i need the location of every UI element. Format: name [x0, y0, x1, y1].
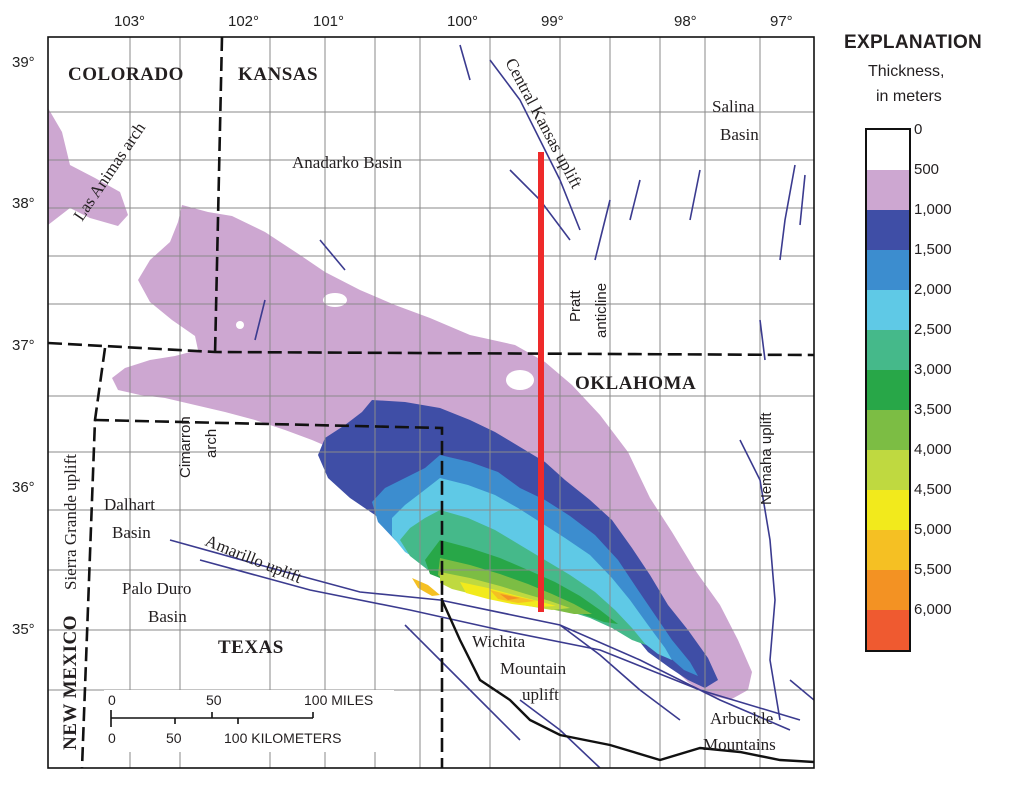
- scale-km-0: 0: [108, 730, 116, 746]
- legend-swatch: [867, 370, 909, 410]
- legend-value-label: 4,500: [914, 481, 952, 498]
- zone-5000: [412, 578, 440, 596]
- legend-value-label: 500: [914, 161, 940, 178]
- state-label-texas: TEXAS: [218, 637, 284, 658]
- zone-0-hole: [236, 321, 244, 329]
- county-lines: [48, 37, 814, 768]
- legend-color-bar: [865, 128, 911, 652]
- legend-value-label: 0: [914, 121, 923, 138]
- scale-km-50: 50: [166, 730, 182, 746]
- zone-500: [48, 108, 128, 226]
- label-dalhart-1: Dalhart: [104, 495, 155, 514]
- legend-value-label: 2,500: [914, 321, 952, 338]
- legend-swatch: [867, 610, 909, 650]
- fault-lines: [169, 44, 814, 768]
- lon-label-103: 103°: [114, 13, 145, 30]
- label-salina-2: Basin: [720, 125, 759, 144]
- legend-swatch: [867, 490, 909, 530]
- legend-value-label: 1,000: [914, 201, 952, 218]
- lat-label-39: 39°: [12, 54, 35, 71]
- legend-value-label: 1,500: [914, 241, 952, 258]
- zone-4000: [440, 572, 570, 610]
- red-river: [440, 599, 814, 764]
- lon-label-99: 99°: [541, 13, 564, 30]
- zone-5500: [500, 594, 520, 600]
- zone-5000: [490, 590, 536, 603]
- scale-km-100: 100 KILOMETERS: [224, 730, 342, 746]
- legend-swatch: [867, 170, 909, 210]
- zone-0-hole: [286, 480, 314, 500]
- legend-subtitle-1: Thickness,: [868, 63, 945, 80]
- label-salina-1: Salina: [712, 97, 755, 116]
- label-wichita-1: Wichita: [472, 632, 526, 651]
- map-frame: [47, 36, 815, 769]
- lon-label-100: 100°: [447, 13, 478, 30]
- label-wichita-3: uplift: [522, 685, 559, 704]
- legend-value-label: 5,500: [914, 561, 952, 578]
- lat-label-35: 35°: [12, 621, 35, 638]
- legend-value-label: 4,000: [914, 441, 952, 458]
- zone-0-hole: [323, 293, 347, 307]
- legend-swatch: [867, 410, 909, 450]
- lat-label-37: 37°: [12, 337, 35, 354]
- state-label-new-mexico: NEW MEXICO: [60, 615, 81, 750]
- legend-swatch: [867, 290, 909, 330]
- legend-swatch: [867, 450, 909, 490]
- lon-label-101: 101°: [313, 13, 344, 30]
- label-cimarron-2: arch: [203, 429, 220, 458]
- legend-swatch: [867, 210, 909, 250]
- zone-0-hole: [506, 370, 534, 390]
- legend-title: EXPLANATION: [844, 32, 983, 53]
- label-anadarko-basin: Anadarko Basin: [292, 153, 403, 172]
- state-boundaries: [48, 37, 814, 768]
- label-pratt-1: Pratt: [567, 289, 584, 322]
- scale-bar: 0 50 100 MILES 0 50 100 KILOMETERS: [104, 690, 394, 752]
- legend-subtitle-2: in meters: [876, 88, 942, 105]
- map: 103° 102° 101° 100° 99° 98° 97° 39° 38° …: [12, 13, 815, 769]
- state-label-kansas: KANSAS: [238, 64, 318, 85]
- label-wichita-2: Mountain: [500, 659, 567, 678]
- lon-label-98: 98°: [674, 13, 697, 30]
- label-arbuckle-2: Mountains: [703, 735, 776, 754]
- state-label-oklahoma: OKLAHOMA: [575, 373, 696, 394]
- label-pratt-2: anticline: [593, 283, 610, 338]
- zone-3500: [438, 558, 592, 614]
- lon-label-97: 97°: [770, 13, 793, 30]
- label-palo-duro-1: Palo Duro: [122, 579, 191, 598]
- label-palo-duro-2: Basin: [148, 607, 187, 626]
- label-nemaha-uplift: Nemaha uplift: [758, 412, 775, 505]
- scale-miles-0: 0: [108, 692, 116, 708]
- label-arbuckle-1: Arbuckle: [710, 709, 773, 728]
- legend-value-label: 3,500: [914, 401, 952, 418]
- lat-label-36: 36°: [12, 479, 35, 496]
- lat-label-38: 38°: [12, 195, 35, 212]
- lon-label-102: 102°: [228, 13, 259, 30]
- legend-value-label: 6,000: [914, 601, 952, 618]
- legend-value-label: 3,000: [914, 361, 952, 378]
- legend-swatch: [867, 530, 909, 570]
- legend-swatch: [867, 250, 909, 290]
- legend-swatch: [867, 130, 909, 170]
- state-label-colorado: COLORADO: [68, 64, 184, 85]
- label-cimarron-1: Cimarron: [177, 416, 194, 478]
- legend-value-label: 2,000: [914, 281, 952, 298]
- scale-miles-50: 50: [206, 692, 222, 708]
- scale-miles-100: 100 MILES: [304, 692, 373, 708]
- label-sierra-grande-uplift: Sierra Grande uplift: [61, 454, 80, 590]
- label-dalhart-2: Basin: [112, 523, 151, 542]
- legend-swatch: [867, 570, 909, 610]
- legend-swatch: [867, 330, 909, 370]
- label-amarillo-uplift: Amarillo uplift: [203, 531, 305, 587]
- legend-value-label: 5,000: [914, 521, 952, 538]
